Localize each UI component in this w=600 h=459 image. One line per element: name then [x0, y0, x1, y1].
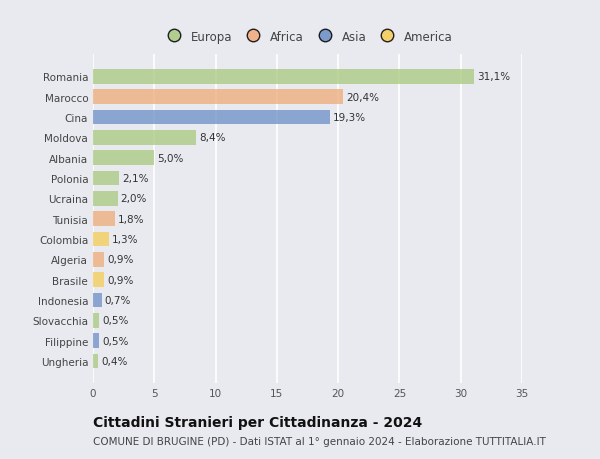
Bar — [93, 354, 98, 368]
Text: COMUNE DI BRUGINE (PD) - Dati ISTAT al 1° gennaio 2024 - Elaborazione TUTTITALIA: COMUNE DI BRUGINE (PD) - Dati ISTAT al 1… — [93, 436, 546, 446]
Bar — [93, 212, 115, 226]
Bar — [93, 191, 118, 206]
Bar — [93, 171, 119, 186]
Bar — [93, 273, 104, 287]
Text: 0,4%: 0,4% — [101, 356, 127, 366]
Text: 0,9%: 0,9% — [107, 255, 133, 265]
Text: 0,5%: 0,5% — [102, 336, 128, 346]
Text: 1,3%: 1,3% — [112, 235, 139, 245]
Text: 19,3%: 19,3% — [332, 113, 366, 123]
Text: 31,1%: 31,1% — [477, 73, 511, 82]
Bar — [93, 90, 343, 105]
Text: 1,8%: 1,8% — [118, 214, 145, 224]
Bar — [93, 111, 329, 125]
Bar — [93, 131, 196, 146]
Bar — [93, 151, 154, 166]
Text: 0,7%: 0,7% — [104, 295, 131, 305]
Bar — [93, 334, 99, 348]
Bar — [93, 70, 474, 84]
Text: Cittadini Stranieri per Cittadinanza - 2024: Cittadini Stranieri per Cittadinanza - 2… — [93, 415, 422, 429]
Text: 8,4%: 8,4% — [199, 133, 226, 143]
Bar — [93, 232, 109, 247]
Text: 20,4%: 20,4% — [346, 93, 379, 102]
Text: 5,0%: 5,0% — [157, 153, 184, 163]
Text: 0,9%: 0,9% — [107, 275, 133, 285]
Text: 0,5%: 0,5% — [102, 315, 128, 325]
Text: 2,0%: 2,0% — [121, 194, 147, 204]
Bar — [93, 293, 101, 308]
Legend: Europa, Africa, Asia, America: Europa, Africa, Asia, America — [160, 28, 455, 46]
Text: 2,1%: 2,1% — [122, 174, 148, 184]
Bar — [93, 252, 104, 267]
Bar — [93, 313, 99, 328]
